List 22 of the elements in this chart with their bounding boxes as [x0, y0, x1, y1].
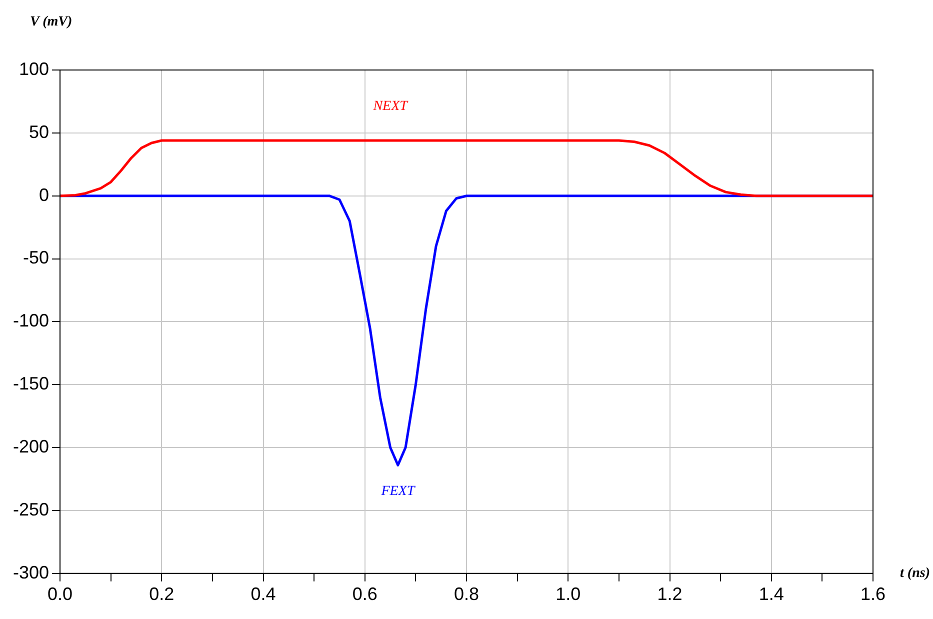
x-tick-label: 0.6: [352, 584, 378, 604]
x-tick-label: 0.0: [48, 584, 73, 604]
series-label: NEXT: [372, 99, 409, 114]
y-tick-label: 50: [28, 122, 50, 142]
y-tick-label: -150: [12, 374, 50, 394]
series-label: FEXT: [380, 484, 416, 499]
x-tick-label: 0.4: [250, 584, 276, 604]
x-tick-label: 1.6: [860, 584, 886, 604]
y-tick-label: -200: [12, 436, 50, 457]
y-tick-label: 0: [39, 184, 50, 205]
x-tick-label: 1.2: [657, 584, 682, 604]
y-axis-title: V (mV): [30, 14, 72, 30]
x-tick-label: 0.2: [149, 584, 174, 604]
x-tick-label: 1.4: [758, 584, 784, 604]
y-tick-label: -300: [12, 562, 50, 582]
x-axis-title: t (ns): [900, 566, 930, 582]
y-tick-label: -250: [12, 499, 50, 520]
y-tick-label: 100: [18, 58, 50, 79]
x-tick-label: 1.0: [556, 584, 581, 604]
y-tick-label: -50: [23, 248, 50, 268]
x-tick-label: 0.8: [454, 584, 480, 604]
y-tick-label: -100: [12, 310, 50, 331]
